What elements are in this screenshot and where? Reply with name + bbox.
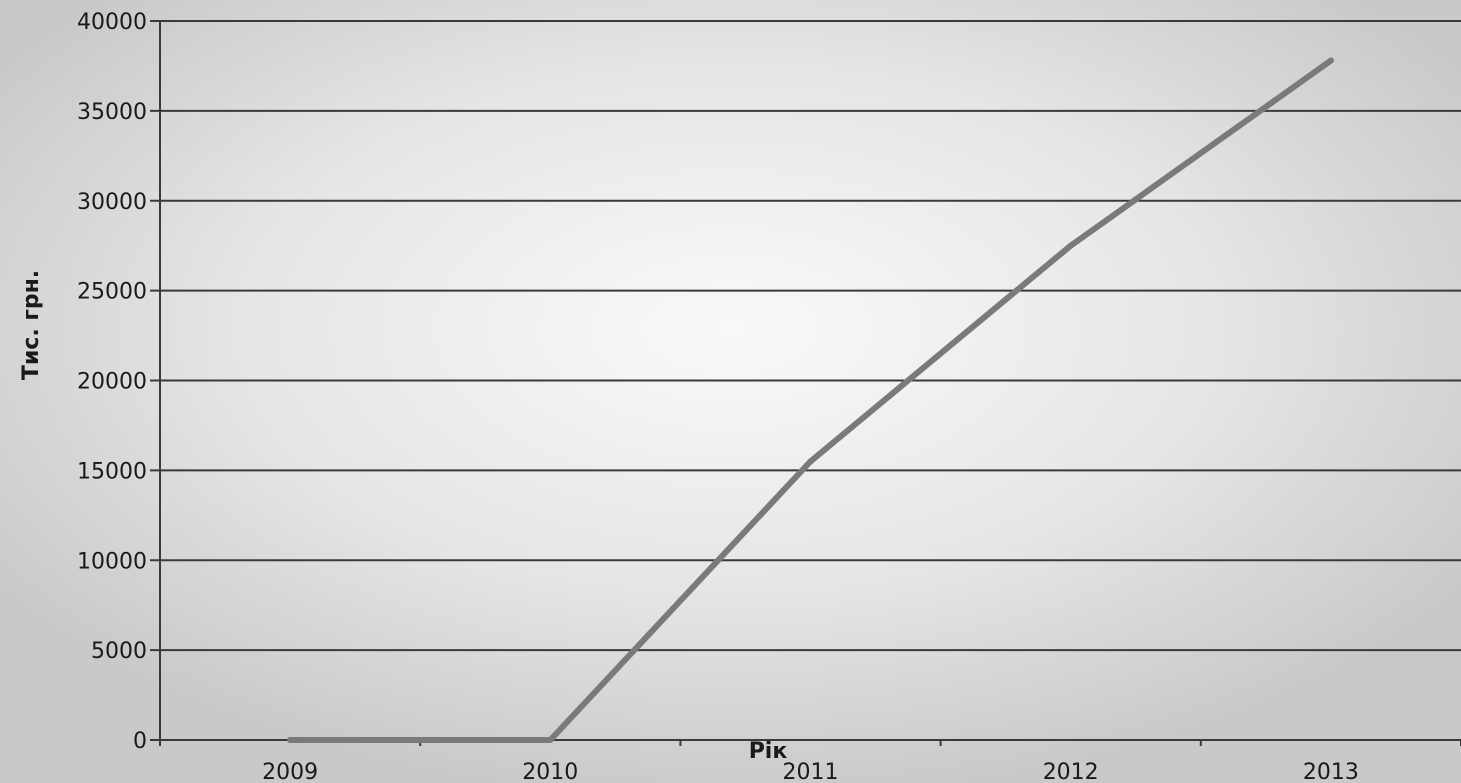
- y-tick-label: 25000: [77, 280, 147, 305]
- data-point: [1067, 242, 1074, 249]
- data-point: [287, 737, 294, 743]
- y-tick-label: 35000: [77, 100, 147, 125]
- series: [287, 57, 1334, 743]
- x-axis-title: Рік: [749, 739, 788, 764]
- y-tick-label: 40000: [77, 10, 147, 35]
- x-tick-label: 2012: [1043, 760, 1099, 783]
- x-tick-labels: 2009 2010 2011 2012 2013: [159, 740, 1461, 783]
- x-tick-label: 2013: [1303, 760, 1359, 783]
- y-tick-label: 0: [133, 729, 147, 754]
- x-tick-label: 2010: [522, 760, 578, 783]
- y-tick-labels: 0 5000 10000 15000 20000 25000 30000 35000 40000: [77, 10, 147, 754]
- x-tick-label: 2011: [783, 760, 839, 783]
- y-tick-label: 5000: [91, 639, 147, 664]
- x-tick-label: 2009: [262, 760, 318, 783]
- y-tick-label: 10000: [77, 549, 147, 574]
- y-tick-label: 30000: [77, 190, 147, 215]
- y-axis-title: Тис. грн.: [19, 270, 44, 380]
- series-line: [287, 57, 1334, 743]
- y-tick-label: 20000: [77, 370, 147, 395]
- data-point: [547, 737, 554, 743]
- data-point: [1327, 57, 1334, 64]
- data-point: [807, 458, 814, 465]
- y-tick-label: 15000: [77, 459, 147, 484]
- gridlines: [150, 20, 1461, 741]
